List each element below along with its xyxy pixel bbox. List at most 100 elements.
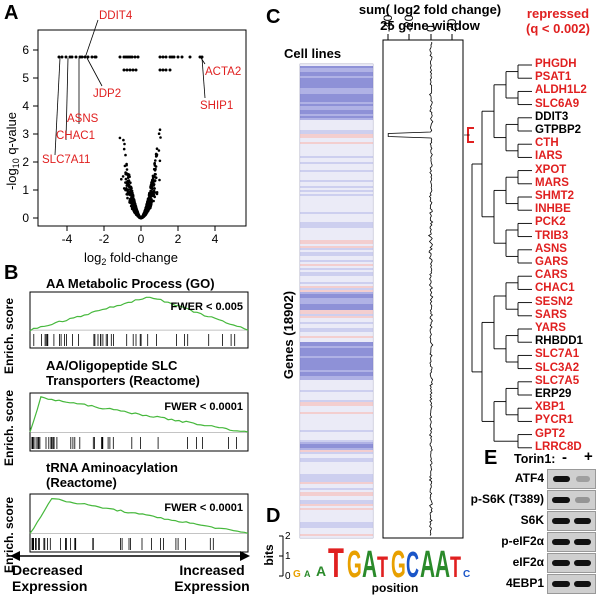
volcano-point [128, 185, 132, 188]
heatmap-row [300, 74, 373, 76]
gsea-enrichment-curve [29, 497, 249, 534]
heatmap-row [300, 462, 373, 464]
heatmap-row [300, 206, 373, 208]
gsea-fwer-2: FWER < 0.0001 [164, 401, 243, 413]
heatmap-row [300, 182, 373, 184]
heatmap-row [300, 522, 373, 524]
heatmap-row [300, 468, 373, 470]
volcano-point [134, 68, 138, 72]
heatmap-row [300, 380, 373, 382]
volcano-point [154, 176, 158, 179]
volcano-y-tick: 5 [22, 71, 29, 85]
heatmap-row [300, 346, 373, 348]
logo-xlabel: position [372, 581, 419, 595]
volcano-point [152, 199, 155, 203]
gene-list-item: GTPBP2 [535, 124, 582, 137]
heatmap-row [300, 358, 373, 360]
heatmap-row [300, 200, 373, 202]
heatmap-row [300, 292, 373, 294]
heatmap-row [300, 486, 373, 488]
heatmap-row [300, 136, 373, 138]
volcano-point [152, 192, 155, 195]
gene-list-item: SLC3A2 [535, 361, 580, 374]
heatmap-row [300, 298, 373, 300]
heatmap-row [300, 458, 373, 460]
volcano-point [157, 149, 161, 152]
heatmap-row [300, 508, 373, 510]
heatmap-row [300, 238, 373, 240]
volcano-point [155, 147, 159, 150]
gene-list-item: SESN2 [535, 295, 573, 308]
gsea-title-1: AA Metabolic Process (GO) [46, 276, 215, 291]
volcano-point [152, 182, 155, 186]
gene-list-item: RHBDD1 [535, 335, 583, 348]
logo-y-tick: 1 [285, 551, 291, 562]
heatmap-title-line2: 25 gene window [380, 18, 480, 33]
heatmap-row [300, 128, 373, 130]
panel-b-label: B [4, 262, 19, 284]
svg-text:A: A [420, 544, 435, 586]
heatmap-row [300, 244, 373, 246]
heatmap-row [300, 416, 373, 418]
heatmap-row [300, 242, 373, 244]
panel-d-label: D [266, 505, 281, 527]
volcano-point [150, 178, 154, 182]
heatmap-row [300, 150, 373, 152]
heatmap-row [300, 460, 373, 462]
heatmap-row [300, 434, 373, 436]
heatmap-row [300, 490, 373, 492]
heatmap-row [300, 446, 373, 448]
volcano-point [159, 136, 162, 139]
heatmap-row [300, 272, 373, 274]
heatmap-row [300, 186, 373, 188]
volcano-x-tick: -4 [62, 232, 73, 246]
gsea-plots: Enrich. score Enrich. score Enrich. scor… [2, 291, 250, 573]
heatmap-row [300, 140, 373, 142]
blot-label: S6K [520, 513, 544, 527]
heatmap-row [300, 256, 373, 258]
heatmap-row [300, 480, 373, 482]
heatmap-row [300, 476, 373, 478]
heatmap-row [300, 498, 373, 500]
blot-row-s6k: S6K [395, 510, 600, 532]
heatmap-row [300, 456, 373, 458]
volcano-point [86, 55, 90, 59]
volcano-point [136, 55, 140, 59]
volcano-point [57, 55, 61, 59]
heatmap-row [300, 160, 373, 162]
volcano-point [144, 210, 147, 214]
volcano-points [57, 55, 204, 220]
gene-list-item: ALDH1L2 [535, 84, 587, 97]
heatmap-row [300, 450, 373, 452]
heatmap-row [300, 390, 373, 392]
heatmap-row [300, 516, 373, 518]
volcano-point [149, 199, 152, 202]
heatmap-row [300, 332, 373, 334]
heatmap-row [300, 90, 373, 92]
volcano-point [153, 172, 157, 176]
heatmap-row [300, 472, 373, 474]
heatmap-row [300, 252, 373, 254]
svg-text:T: T [328, 540, 344, 587]
svg-text:G: G [391, 544, 406, 586]
heatmap-row [300, 330, 373, 332]
volcano-point [153, 179, 157, 182]
volcano-callout-lines [54, 19, 206, 156]
volcano-point [153, 169, 157, 172]
volcano-y-tick: 0 [22, 211, 29, 225]
gsea-ylabel-2: Enrich. score [2, 390, 16, 466]
volcano-point [125, 163, 128, 167]
gene-list-item: CHAC1 [535, 282, 575, 295]
heatmap-row [300, 168, 373, 170]
heatmap-row [300, 324, 373, 326]
blot-row-peif2a: p-eIF2α [395, 531, 600, 553]
heatmap-row [300, 408, 373, 410]
heatmap-row [300, 362, 373, 364]
heatmap-row [300, 234, 373, 236]
blot-row-eif2a: eIF2α [395, 552, 600, 574]
heatmap-row [300, 96, 373, 98]
logo-y-tick: 0 [285, 571, 291, 582]
volcano-point [80, 55, 84, 59]
heatmap-row [300, 72, 373, 74]
window-sum-tick: -20 [402, 14, 416, 32]
